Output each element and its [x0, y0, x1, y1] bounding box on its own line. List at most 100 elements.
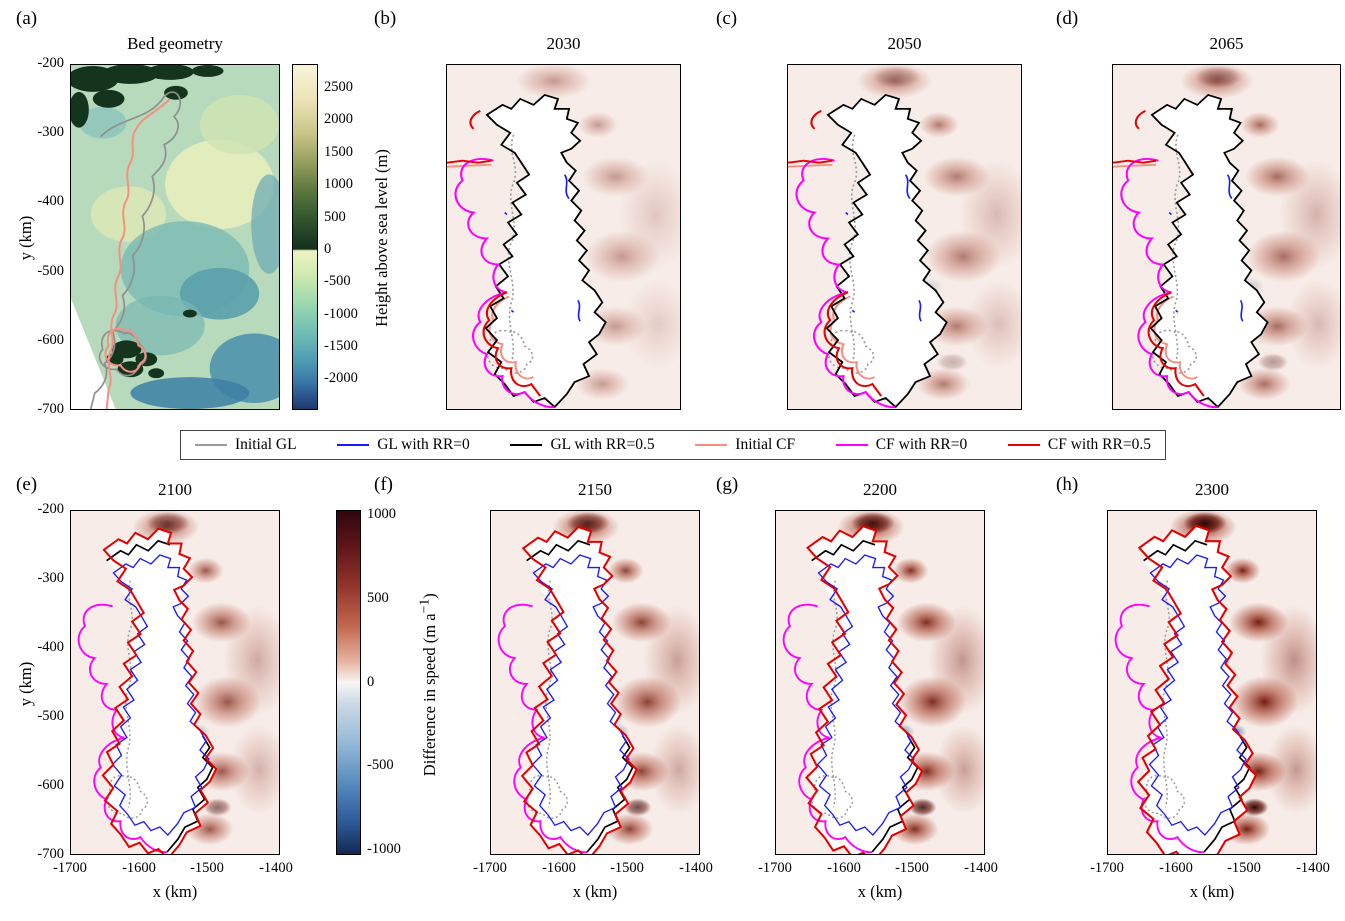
x-tick: -1500 — [190, 860, 224, 876]
cbar-speed-tick: 0 — [367, 674, 375, 690]
cbar-bed-tick: 1000 — [324, 176, 353, 192]
x-tick: -1600 — [827, 860, 861, 876]
initial-gl-island-contour — [98, 329, 147, 377]
initial-cf-contour — [105, 98, 171, 409]
cbar-speed-tick: 1000 — [367, 506, 396, 522]
initial-gl-line-swatch — [195, 444, 227, 446]
cf-rr05-line-swatch — [1007, 444, 1040, 446]
legend-item-cf-rr0: CF with RR=0 — [835, 436, 968, 454]
cbar-bed-tick: -1500 — [324, 338, 358, 354]
x-tick: -1400 — [964, 860, 998, 876]
bed-colorbar-label: Height above sea level (m) — [372, 149, 391, 327]
legend-label: Initial CF — [735, 436, 796, 453]
x-tick: -1500 — [610, 860, 644, 876]
x-axis-label: x (km) — [152, 882, 198, 901]
cbar-speed-tick: -500 — [367, 757, 394, 773]
legend-item-initial-cf: Initial CF — [695, 436, 795, 454]
cbar-speed-tick: 500 — [367, 590, 389, 606]
cbar-bed-tick: 1500 — [324, 144, 353, 160]
panel-title-h: 2300 — [1195, 480, 1229, 499]
legend-label: CF with RR=0 — [875, 436, 968, 453]
gl-rr0-line-swatch — [337, 444, 370, 446]
cbar-bed-tick: -2000 — [324, 370, 358, 386]
x-tick: -1600 — [122, 860, 156, 876]
y-tick: -500 — [37, 708, 64, 724]
panel-title-g: 2200 — [863, 480, 897, 499]
panel-tag-c: (c) — [716, 8, 738, 29]
x-tick: -1500 — [895, 860, 929, 876]
x-tick: -1700 — [473, 860, 507, 876]
y-tick: -700 — [37, 846, 64, 862]
legend-item-gl-rr05: GL with RR=0.5 — [510, 436, 655, 454]
x-tick: -1600 — [1159, 860, 1193, 876]
cbar-bed-tick: 500 — [324, 209, 346, 225]
cbar-bed-tick: 2500 — [324, 79, 353, 95]
y-tick: -700 — [37, 401, 64, 417]
legend: Initial GL GL with RR=0 GL with RR=0.5 I… — [180, 430, 1166, 460]
initial-cf-island-contour — [104, 327, 147, 373]
panel-tag-e: (e) — [16, 474, 38, 495]
speed-colorbar — [336, 510, 361, 855]
y-tick: -400 — [37, 639, 64, 655]
x-axis-label: x (km) — [1189, 882, 1235, 901]
legend-label: GL with RR=0.5 — [550, 436, 655, 453]
y-axis-label-bottom: y (km) — [16, 661, 35, 707]
legend-item-initial-gl: Initial GL — [195, 436, 297, 454]
x-tick: -1600 — [542, 860, 576, 876]
bed-colorbar — [292, 64, 318, 410]
bed-geometry-map — [70, 64, 280, 410]
y-tick: -300 — [37, 570, 64, 586]
legend-label: GL with RR=0 — [377, 436, 470, 453]
panel-title-a: Bed geometry — [127, 34, 223, 53]
map-2065 — [1112, 64, 1341, 410]
cf-rr0-line-swatch — [835, 444, 868, 446]
y-tick: -600 — [37, 332, 64, 348]
map-2030 — [446, 64, 681, 410]
y-tick: -500 — [37, 263, 64, 279]
x-tick: -1400 — [679, 860, 713, 876]
y-tick: -400 — [37, 193, 64, 209]
cbar-bed-tick: -500 — [324, 273, 351, 289]
speed-colorbar-label: Difference in speed (m a−1) — [416, 575, 440, 795]
panel-title-e: 2100 — [158, 480, 192, 499]
map-2150 — [490, 510, 700, 855]
speed-label-sup: −1 — [416, 598, 432, 614]
x-axis-label: x (km) — [857, 882, 903, 901]
cbar-bed-tick: -1000 — [324, 306, 358, 322]
panel-tag-d: (d) — [1056, 8, 1079, 29]
cbar-bed-tick: 2000 — [324, 111, 353, 127]
map-2100 — [70, 510, 280, 855]
map-2300 — [1107, 510, 1317, 855]
panel-title-b: 2030 — [546, 34, 581, 53]
initial-gl-contour — [89, 91, 181, 409]
panel-title-c: 2050 — [887, 34, 922, 53]
x-tick: -1700 — [53, 860, 87, 876]
initial-cf-line-swatch — [695, 444, 728, 446]
x-tick: -1400 — [1296, 860, 1330, 876]
cbar-speed-tick: -1000 — [367, 841, 401, 857]
x-axis-label: x (km) — [572, 882, 618, 901]
legend-item-cf-rr05: CF with RR=0.5 — [1007, 436, 1151, 454]
y-tick: -300 — [37, 124, 64, 140]
map-2050 — [787, 64, 1022, 410]
legend-label: Initial GL — [235, 436, 297, 453]
panel-tag-f: (f) — [374, 474, 393, 495]
panel-tag-a: (a) — [16, 8, 38, 29]
panel-tag-h: (h) — [1056, 474, 1079, 495]
legend-item-gl-rr0: GL with RR=0 — [337, 436, 470, 454]
bed-geometry-svg — [71, 65, 279, 409]
cbar-bed-tick: 0 — [324, 241, 332, 257]
legend-label: CF with RR=0.5 — [1047, 436, 1151, 453]
x-tick: -1700 — [758, 860, 792, 876]
panel-tag-g: (g) — [716, 474, 739, 495]
y-tick: -200 — [37, 501, 64, 517]
panel-tag-b: (b) — [374, 8, 397, 29]
y-tick: -600 — [37, 777, 64, 793]
speed-label-suffix: ) — [419, 593, 439, 599]
panel-title-f: 2150 — [578, 480, 612, 499]
map-2200 — [775, 510, 985, 855]
speed-label-prefix: Difference in speed (m a — [419, 613, 439, 777]
x-tick: -1700 — [1090, 860, 1124, 876]
x-tick: -1500 — [1227, 860, 1261, 876]
